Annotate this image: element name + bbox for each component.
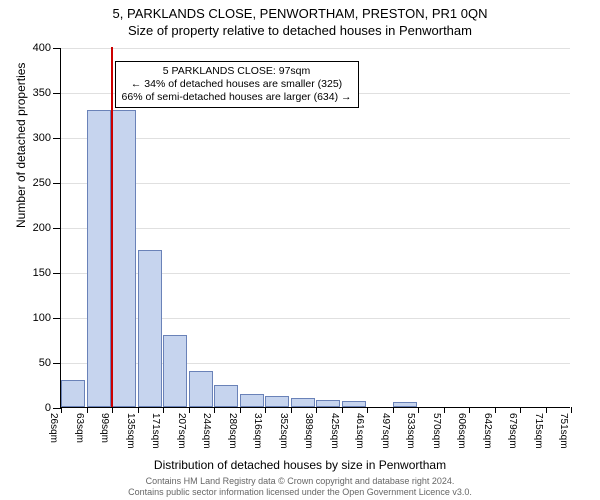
y-tick-label: 50 [39,357,51,369]
x-tick [87,407,88,413]
x-tick-label: 533sqm [405,413,416,449]
property-marker-line [111,47,113,407]
histogram-bar [316,400,340,407]
x-tick-label: 207sqm [176,413,187,449]
x-tick [138,407,139,413]
x-tick [265,407,266,413]
x-tick-label: 316sqm [252,413,263,449]
grid-line [61,48,570,49]
grid-line [61,228,570,229]
y-tick-label: 250 [33,177,51,189]
x-tick [546,407,547,413]
y-tick-label: 350 [33,87,51,99]
x-tick [469,407,470,413]
x-tick [163,407,164,413]
y-tick [53,48,61,49]
x-tick [418,407,419,413]
plot-area: 05010015020025030035040026sqm63sqm99sqm1… [60,48,570,408]
histogram-bar [112,110,136,407]
y-tick-label: 200 [33,222,51,234]
y-tick-label: 400 [33,42,51,54]
x-tick-label: 425sqm [329,413,340,449]
x-tick-label: 63sqm [74,413,85,443]
x-tick [189,407,190,413]
grid-line [61,138,570,139]
x-tick [61,407,62,413]
y-tick [53,363,61,364]
title-subtitle: Size of property relative to detached ho… [0,23,600,40]
x-tick-label: 497sqm [380,413,391,449]
y-axis-label: Number of detached properties [14,63,28,228]
y-tick-label: 300 [33,132,51,144]
x-tick-label: 570sqm [431,413,442,449]
x-tick [520,407,521,413]
chart-title-block: 5, PARKLANDS CLOSE, PENWORTHAM, PRESTON,… [0,0,600,40]
title-address: 5, PARKLANDS CLOSE, PENWORTHAM, PRESTON,… [0,6,600,23]
x-tick-label: 461sqm [354,413,365,449]
x-tick [444,407,445,413]
y-tick [53,138,61,139]
annotation-line: 66% of semi-detached houses are larger (… [122,91,352,104]
histogram-bar [163,335,187,407]
x-tick-label: 26sqm [48,413,59,443]
x-tick [367,407,368,413]
y-tick [53,273,61,274]
histogram-bar [87,110,111,407]
x-tick [214,407,215,413]
x-tick-label: 244sqm [201,413,212,449]
y-tick [53,408,61,409]
histogram-bar [240,394,264,408]
x-tick [240,407,241,413]
x-axis-label: Distribution of detached houses by size … [0,458,600,472]
y-tick-label: 150 [33,267,51,279]
footer-line-2: Contains public sector information licen… [0,487,600,498]
chart-plot: 05010015020025030035040026sqm63sqm99sqm1… [60,48,570,408]
histogram-bar [393,402,417,407]
y-tick [53,93,61,94]
histogram-bar [189,371,213,407]
histogram-bar [342,401,366,407]
x-tick [342,407,343,413]
y-tick [53,228,61,229]
histogram-bar [61,380,85,407]
y-tick [53,318,61,319]
x-tick [571,407,572,413]
x-tick [393,407,394,413]
histogram-bar [265,396,289,407]
y-tick [53,183,61,184]
grid-line [61,183,570,184]
x-tick-label: 171sqm [150,413,161,449]
x-tick [291,407,292,413]
footer-line-1: Contains HM Land Registry data © Crown c… [0,476,600,487]
x-tick-label: 389sqm [303,413,314,449]
x-tick [495,407,496,413]
x-tick-label: 679sqm [507,413,518,449]
annotation-box: 5 PARKLANDS CLOSE: 97sqm← 34% of detache… [115,61,359,108]
x-tick-label: 99sqm [99,413,110,443]
x-tick-label: 352sqm [278,413,289,449]
x-tick [112,407,113,413]
annotation-line: ← 34% of detached houses are smaller (32… [122,78,352,91]
x-tick-label: 280sqm [227,413,238,449]
histogram-bar [214,385,238,408]
x-tick-label: 642sqm [482,413,493,449]
footer-attribution: Contains HM Land Registry data © Crown c… [0,476,600,498]
histogram-bar [291,398,315,407]
annotation-line: 5 PARKLANDS CLOSE: 97sqm [122,65,352,78]
x-tick-label: 606sqm [456,413,467,449]
x-tick-label: 715sqm [533,413,544,449]
y-tick-label: 100 [33,312,51,324]
x-tick [316,407,317,413]
x-tick-label: 751sqm [558,413,569,449]
histogram-bar [138,250,162,408]
x-tick-label: 135sqm [125,413,136,449]
